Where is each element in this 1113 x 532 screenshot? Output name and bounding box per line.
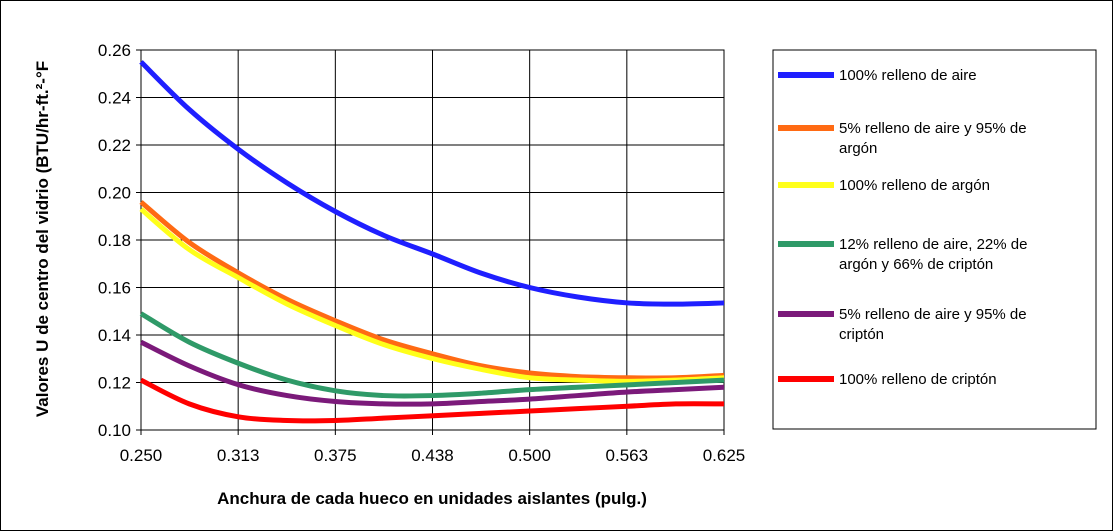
- legend-label-2: 5% relleno de aire y 95% de: [839, 120, 1027, 137]
- y-tick-label: 0.16: [98, 279, 131, 298]
- x-tick-label: 0.375: [314, 446, 357, 465]
- x-tick-label: 0.625: [703, 446, 746, 465]
- series-line-1: [139, 60, 725, 307]
- legend-label-3: 100% relleno de argón: [839, 177, 990, 194]
- x-tick-label: 0.500: [508, 446, 551, 465]
- series-group: [139, 60, 725, 424]
- y-tick-label: 0.10: [98, 421, 131, 440]
- x-tick-label: 0.563: [606, 446, 649, 465]
- legend-box: [772, 49, 1097, 430]
- x-axis-title: Anchura de cada hueco en unidades aislan…: [217, 489, 647, 508]
- legend-label-4: 12% relleno de aire, 22% de: [839, 236, 1027, 253]
- legend-label-5: 5% relleno de aire y 95% de: [839, 306, 1027, 323]
- legend-label-2: argón: [839, 140, 877, 157]
- series-line-6: [139, 377, 725, 424]
- axes: [136, 49, 725, 435]
- grid: [141, 50, 724, 430]
- y-tick-label: 0.22: [98, 136, 131, 155]
- y-tick-label: 0.12: [98, 374, 131, 393]
- series-line-4: [139, 311, 725, 399]
- x-tick-label: 0.313: [217, 446, 260, 465]
- y-tick-labels: 0.10 0.12 0.14 0.16 0.18 0.20 0.22 0.24 0.26: [98, 41, 131, 440]
- y-tick-label: 0.26: [98, 41, 131, 60]
- legend-label-6: 100% relleno de criptón: [839, 371, 997, 388]
- legend-label-1: 100% relleno de aire: [839, 67, 977, 84]
- series-line-2: [139, 200, 725, 381]
- y-tick-label: 0.14: [98, 326, 131, 345]
- x-tick-labels: 0.250 0.313 0.375 0.438 0.500 0.563 0.625: [120, 446, 746, 465]
- series-line-3: [139, 207, 725, 384]
- y-tick-label: 0.24: [98, 89, 131, 108]
- x-tick-label: 0.250: [120, 446, 163, 465]
- legend-label-4: argón y 66% de criptón: [839, 256, 993, 273]
- y-axis-title: Valores U de centro del vidrio (BTU/hr-f…: [33, 61, 52, 417]
- y-tick-label: 0.18: [98, 231, 131, 250]
- legend-label-5: criptón: [839, 326, 884, 343]
- series-line-5: [139, 339, 725, 407]
- legend: 100% relleno de aire 5% relleno de aire y…: [778, 67, 1027, 388]
- y-tick-label: 0.20: [98, 184, 131, 203]
- x-tick-label: 0.438: [411, 446, 454, 465]
